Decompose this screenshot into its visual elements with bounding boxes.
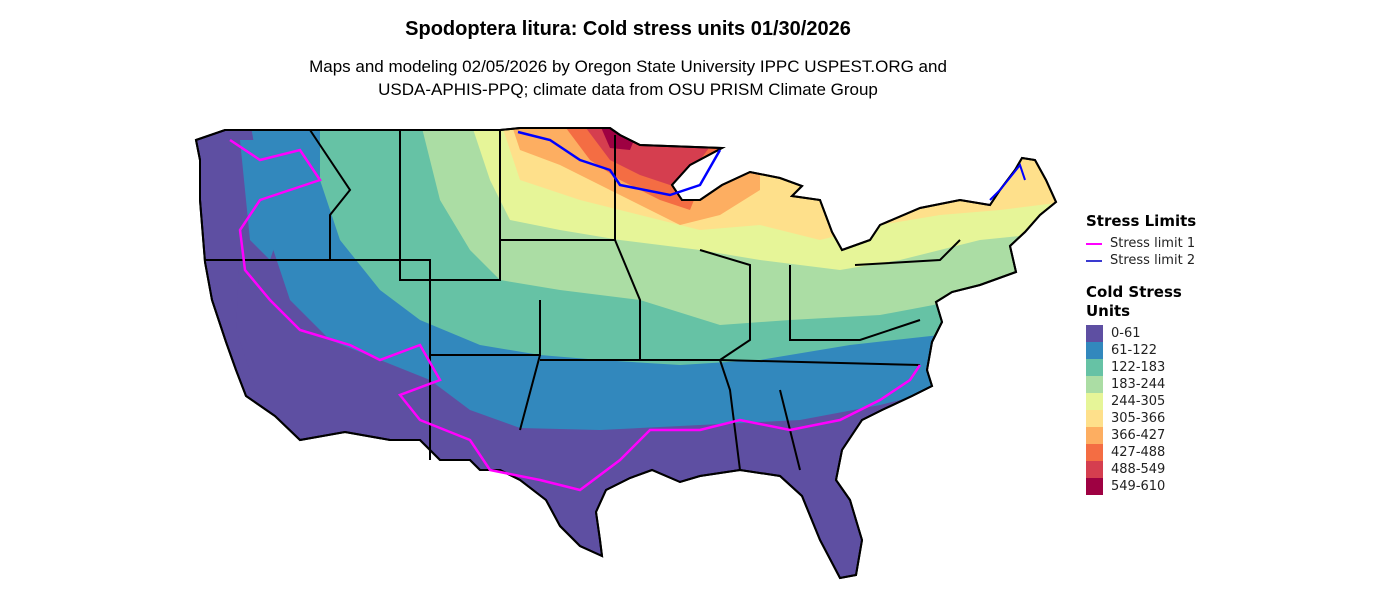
- state-line: [719, 359, 921, 366]
- legend-swatch: [1086, 478, 1103, 495]
- legend-label: 488-549: [1111, 462, 1166, 477]
- legend-item-units: 549-610: [1086, 478, 1206, 495]
- map-subtitle: Maps and modeling 02/05/2026 by Oregon S…: [0, 55, 1256, 101]
- legend-label: 0-61: [1111, 326, 1141, 341]
- legend-item-stress-limit-2: Stress limit 2: [1086, 252, 1196, 269]
- legend-item-units: 488-549: [1086, 461, 1206, 478]
- legend-item-units: 0-61: [1086, 325, 1206, 342]
- stress-limit-2-swatch: [1086, 259, 1102, 262]
- legend-label: 244-305: [1111, 394, 1166, 409]
- state-line: [789, 265, 921, 341]
- cold-stress-legend: Cold Stress Units 0-61 61-122 122-183 183-2…: [1086, 283, 1206, 495]
- legend-swatch: [1086, 427, 1103, 444]
- legend-swatch: [1086, 359, 1103, 376]
- legend-label: Stress limit 1: [1110, 236, 1196, 251]
- state-line: [519, 354, 541, 431]
- legend-label: 183-244: [1111, 377, 1166, 392]
- legend-item-units: 305-366: [1086, 410, 1206, 427]
- legend-item-units: 122-183: [1086, 359, 1206, 376]
- legend-label: 122-183: [1111, 360, 1166, 375]
- legend-item-units: 244-305: [1086, 393, 1206, 410]
- state-line: [399, 130, 501, 281]
- units-legend-items: 0-61 61-122 122-183 183-244 244-305 305-366 36…: [1086, 325, 1206, 495]
- units-legend-title: Cold Stress Units: [1086, 283, 1182, 320]
- band-northwest: [240, 140, 300, 260]
- stress-legend-title: Stress Limits: [1086, 212, 1197, 230]
- cold-stress-raster: [196, 128, 1056, 578]
- legend-item-units: 183-244: [1086, 376, 1206, 393]
- legend-item-units: 427-488: [1086, 444, 1206, 461]
- state-line: [205, 129, 352, 261]
- country-outline: [194, 127, 1058, 580]
- legend-swatch: [1086, 444, 1103, 461]
- legend-item-stress-limit-1: Stress limit 1: [1086, 235, 1196, 252]
- legend-swatch: [1086, 410, 1103, 427]
- stress-limit-2-line: [517, 130, 722, 197]
- stress-limit-1-swatch: [1086, 242, 1102, 245]
- state-line: [640, 359, 741, 471]
- legend-swatch: [1086, 376, 1103, 393]
- legend-label: 549-610: [1111, 479, 1166, 494]
- legend-swatch: [1086, 461, 1103, 478]
- legend-swatch: [1086, 393, 1103, 410]
- state-line: [699, 249, 751, 361]
- legend-swatch: [1086, 342, 1103, 359]
- legend-label: 427-488: [1111, 445, 1166, 460]
- subtitle-line-2: USDA-APHIS-PPQ; climate data from OSU PR…: [378, 80, 878, 99]
- stress-limit-2-line-ne: [989, 162, 1026, 201]
- legend-label: 305-366: [1111, 411, 1166, 426]
- legend-label: 366-427: [1111, 428, 1166, 443]
- legend-label: 61-122: [1111, 343, 1158, 358]
- subtitle-line-1: Maps and modeling 02/05/2026 by Oregon S…: [309, 57, 947, 76]
- stress-limit-1-line: [229, 138, 922, 492]
- state-line: [500, 239, 641, 361]
- map-title: Spodoptera litura: Cold stress units 01/…: [405, 18, 851, 40]
- legend-item-units: 366-427: [1086, 427, 1206, 444]
- legend-label: Stress limit 2: [1110, 253, 1196, 268]
- state-line: [854, 239, 961, 266]
- state-boundaries: [195, 127, 1057, 579]
- stress-limits-legend: Stress Limits Stress limit 1 Stress limi…: [1086, 212, 1196, 269]
- legend-swatch: [1086, 325, 1103, 342]
- legend-item-units: 61-122: [1086, 342, 1206, 359]
